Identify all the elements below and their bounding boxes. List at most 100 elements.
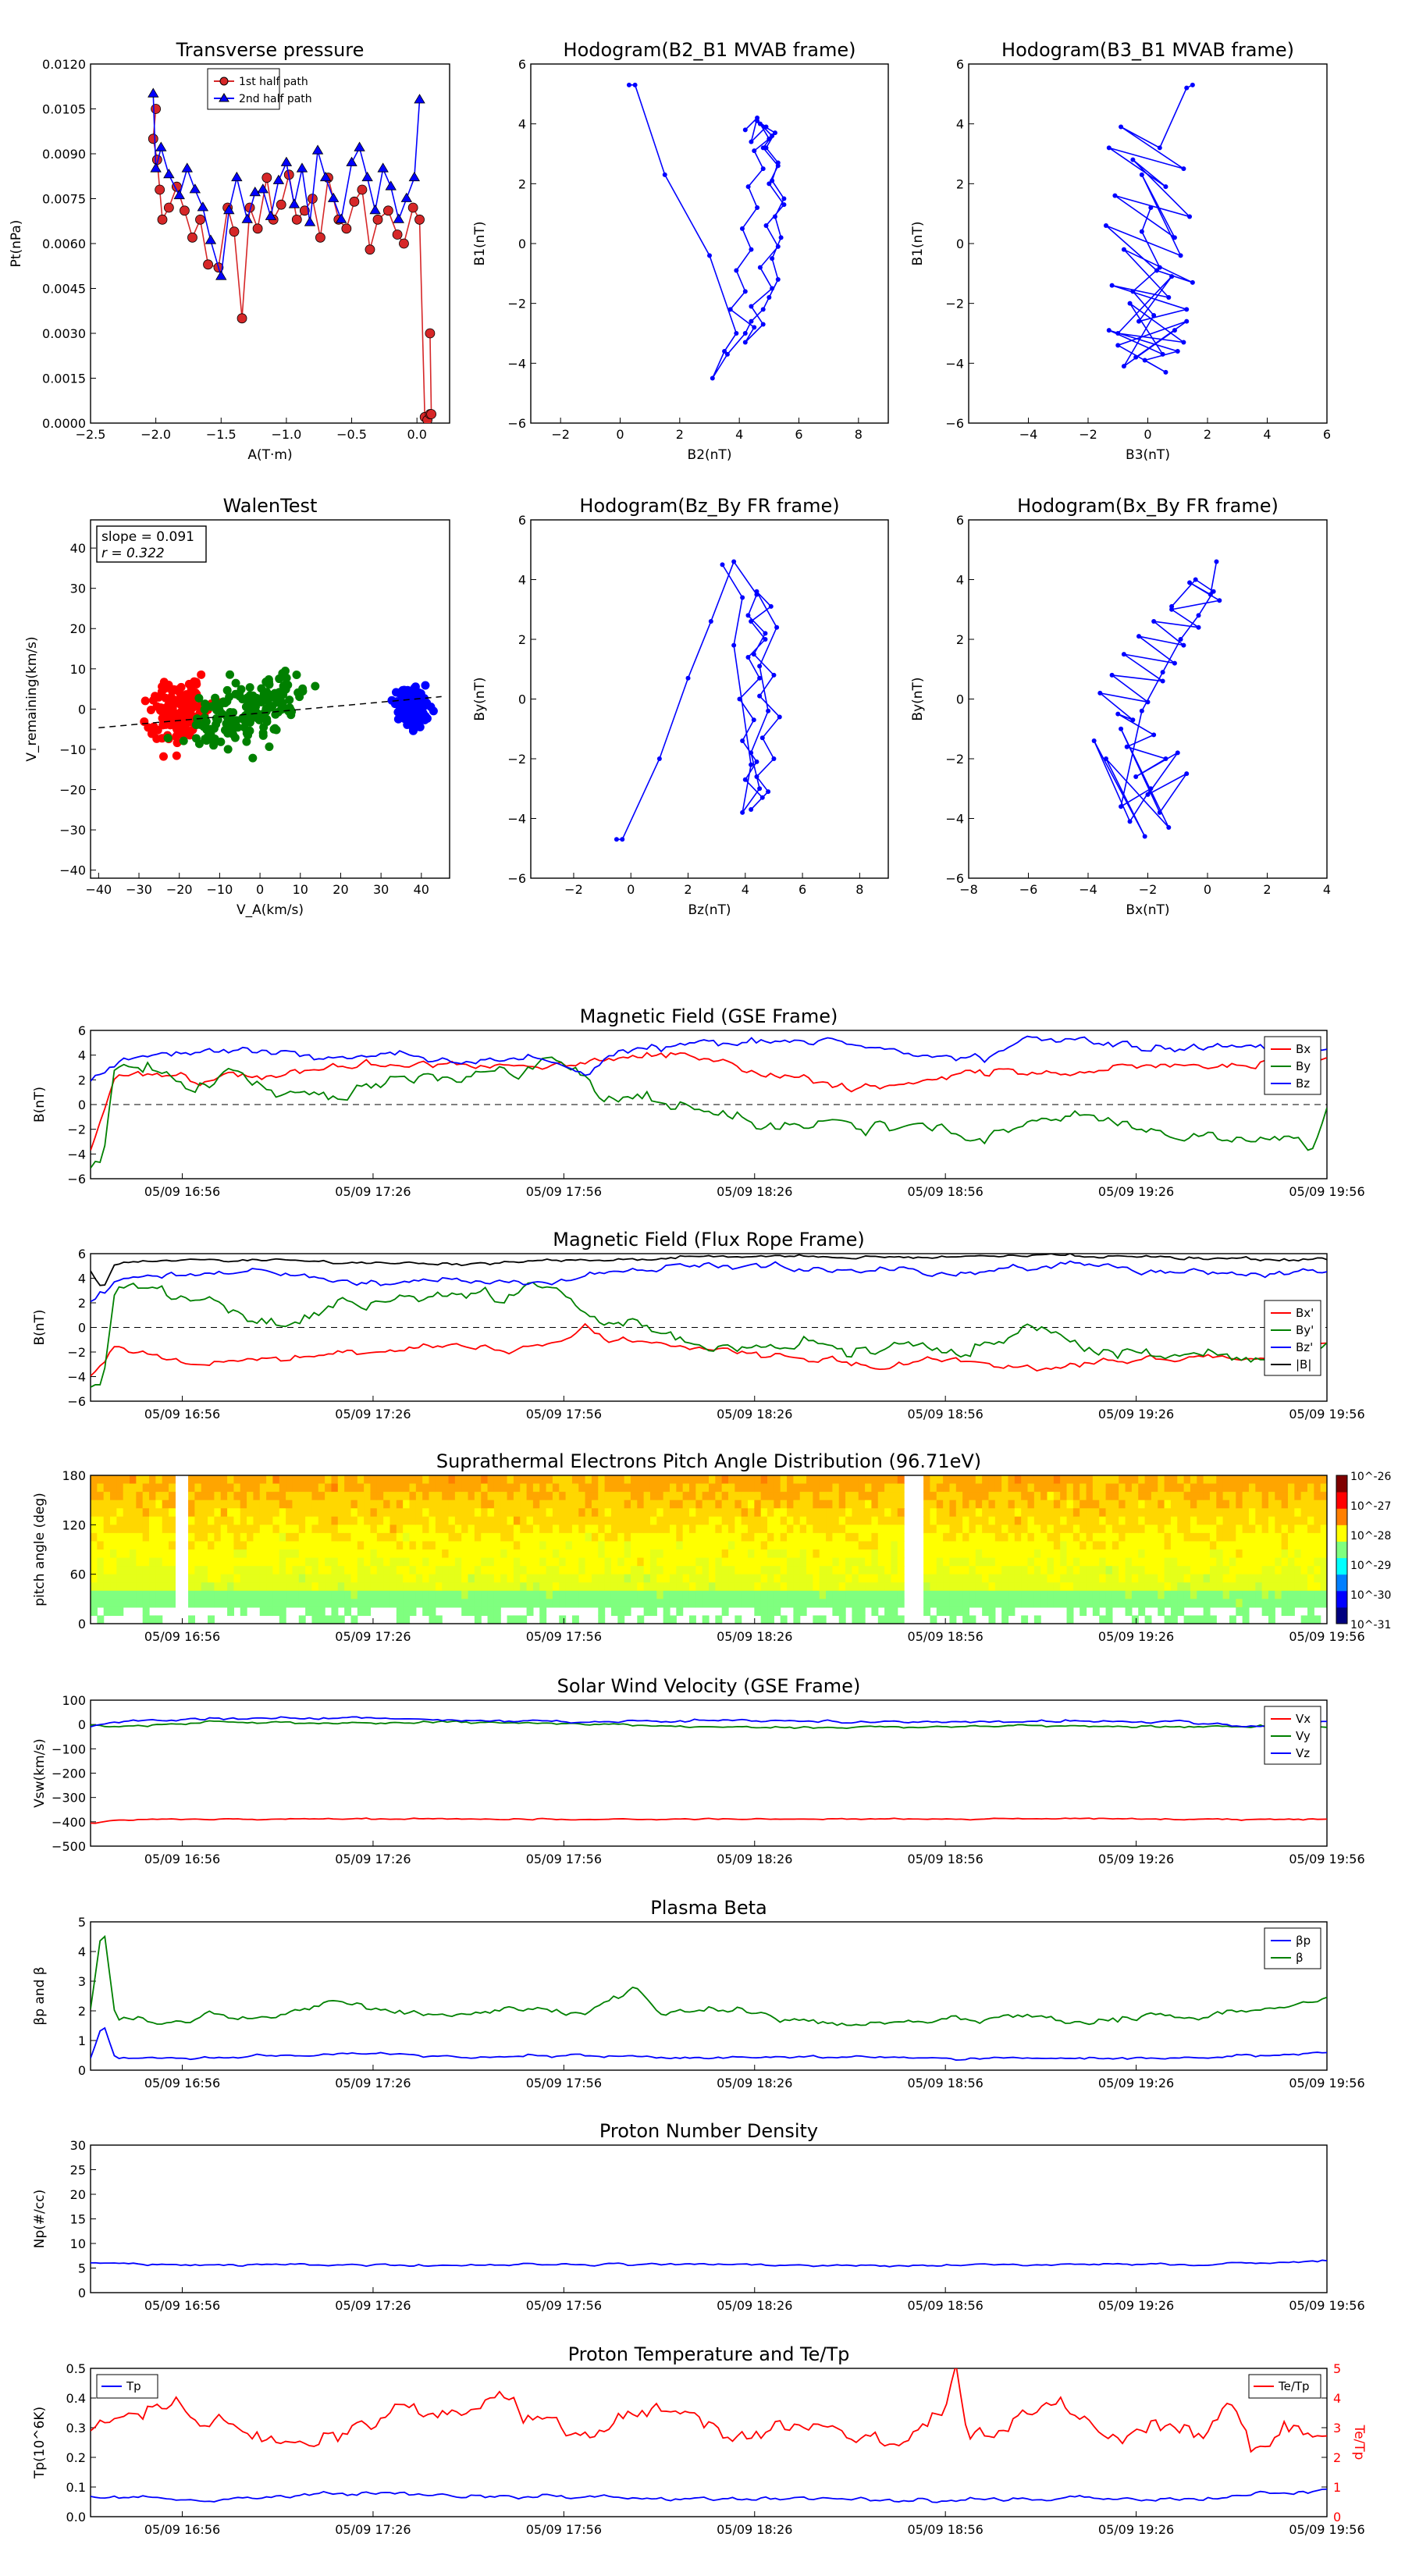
heatmap-cell [1183,1508,1191,1517]
heatmap-cell [1099,1525,1107,1534]
heatmap-cell [298,1566,306,1575]
legend-label: 1st half path [239,76,308,88]
heatmap-cell [877,1508,885,1517]
data-point [1130,157,1136,162]
heatmap-cell [266,1590,274,1599]
heatmap-cell [1047,1582,1055,1592]
heatmap-cell [292,1599,300,1608]
heatmap-cell [1008,1566,1016,1575]
heatmap-cell [136,1516,144,1525]
colorbar-cell [1336,1525,1347,1542]
heatmap-cell [103,1574,111,1583]
heatmap-cell [500,1557,508,1567]
heatmap-cell [454,1532,462,1542]
y-axis-label: Vsw(km/s) [32,1738,48,1808]
heatmap-cell [1275,1550,1282,1559]
heatmap-cell [149,1582,156,1592]
heatmap-cell [103,1566,111,1575]
heatmap-cell [1170,1550,1178,1559]
heatmap-cell [1072,1508,1080,1517]
heatmap-cell [598,1615,606,1624]
heatmap-cell [1314,1582,1321,1592]
legend-item: 2nd half path [214,93,312,105]
heatmap-cell [279,1525,286,1534]
heatmap-cell [1236,1475,1243,1485]
heatmap-cell [539,1475,547,1485]
heatmap-cell [793,1599,801,1608]
data-point [774,624,780,630]
heatmap-cell [103,1483,111,1493]
heatmap-cell [1119,1590,1126,1599]
heatmap-cell [1183,1492,1191,1501]
heatmap-cell [91,1599,98,1608]
heatmap-cell [1014,1500,1022,1509]
heatmap-cell [1014,1550,1022,1559]
heatmap-cell [1268,1566,1275,1575]
heatmap-cell [955,1590,963,1599]
heatmap-cell [975,1582,983,1592]
heatmap-cell [1158,1500,1165,1509]
heatmap-cell [702,1582,710,1592]
heatmap-cell [663,1500,670,1509]
scatter-point [176,720,185,730]
heatmap-cell [735,1615,742,1624]
heatmap-cell [813,1541,820,1550]
heatmap-cell [793,1500,801,1509]
heatmap-cell [1209,1508,1217,1517]
heatmap-cell [1222,1475,1230,1485]
heatmap-cell [591,1532,599,1542]
heatmap-cell [923,1582,931,1592]
heatmap-cell [591,1550,599,1559]
heatmap-cell [1229,1492,1236,1501]
heatmap-cell [891,1532,898,1542]
heatmap-cell [396,1582,404,1592]
heatmap-cell [1275,1599,1282,1608]
chart-title: Magnetic Field (GSE Frame) [580,1005,838,1027]
heatmap-cell [793,1615,801,1624]
heatmap-cell [513,1525,521,1534]
legend: βpβ [1264,1927,1321,1969]
y-tick-label: 120 [62,1517,86,1532]
data-point [408,171,421,182]
heatmap-cell [429,1525,436,1534]
heatmap-cell [1300,1532,1308,1542]
heatmap-cell [1112,1483,1119,1493]
heatmap-cell [630,1500,638,1509]
heatmap-cell [852,1483,859,1493]
heatmap-cell [1164,1550,1172,1559]
heatmap-cell [1040,1574,1048,1583]
heatmap-cell [610,1550,618,1559]
heatmap-cell [1144,1550,1152,1559]
plot-area [1091,559,1222,839]
heatmap-cell [220,1541,228,1550]
heatmap-cell [123,1574,130,1583]
heatmap-cell [721,1590,729,1599]
heatmap-cell [1086,1516,1094,1525]
heatmap-cell [669,1550,677,1559]
heatmap-cell [311,1508,319,1517]
heatmap-cell [422,1566,430,1575]
heatmap-cell [376,1557,384,1567]
heatmap-cell [936,1590,944,1599]
heatmap-cell [1216,1483,1224,1493]
annotation-r: r = 0.322 [101,546,165,561]
heatmap-cell [793,1508,801,1517]
heatmap-cell [383,1500,391,1509]
x-tick-label: 05/09 18:56 [908,2076,984,2090]
heatmap-cell [688,1550,696,1559]
heatmap-cell [767,1550,774,1559]
heatmap-cell [1170,1615,1178,1624]
heatmap-cell [1105,1582,1113,1592]
heatmap-cell [546,1566,553,1575]
heatmap-cell [877,1475,885,1485]
heatmap-cell [507,1525,514,1534]
heatmap-cell [565,1516,573,1525]
heatmap-cell [474,1566,482,1575]
heatmap-cell [630,1566,638,1575]
heatmap-cell [955,1566,963,1575]
heatmap-cell [513,1615,521,1624]
heatmap-cell [1021,1483,1029,1493]
heatmap-cell [591,1582,599,1592]
heatmap-cell [858,1541,866,1550]
data-point [1115,343,1121,348]
